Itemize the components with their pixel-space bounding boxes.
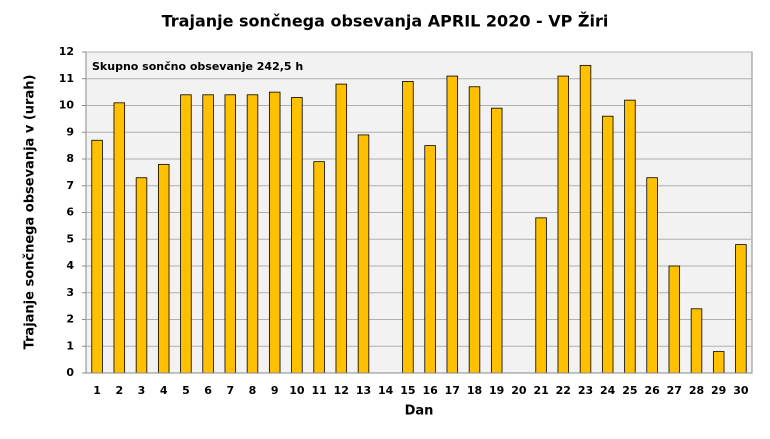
x-tick-label: 16 bbox=[422, 384, 438, 397]
bar bbox=[135, 177, 148, 374]
x-tick-label: 3 bbox=[138, 384, 146, 397]
bar bbox=[735, 244, 747, 374]
x-tick-label: 10 bbox=[289, 384, 305, 397]
bar bbox=[313, 161, 325, 374]
x-tick-label: 11 bbox=[311, 384, 326, 397]
bar bbox=[157, 163, 170, 374]
bar bbox=[646, 177, 658, 374]
y-axis-label: Trajanje sončnega obsevanja v (urah) bbox=[23, 75, 38, 350]
bar bbox=[180, 94, 192, 374]
x-tick-label: 6 bbox=[204, 384, 212, 397]
x-tick-label: 22 bbox=[556, 384, 571, 397]
bar bbox=[668, 265, 681, 374]
x-tick-label: 14 bbox=[378, 384, 394, 397]
x-tick-label: 7 bbox=[226, 384, 234, 397]
x-tick-label: 28 bbox=[689, 384, 704, 397]
x-tick-label: 24 bbox=[600, 384, 616, 397]
x-axis-label: Dan bbox=[405, 404, 434, 419]
y-tick-label: 10 bbox=[59, 99, 75, 112]
x-tick-label: 18 bbox=[467, 384, 482, 397]
x-tick-label: 23 bbox=[578, 384, 593, 397]
x-tick-label: 29 bbox=[711, 384, 726, 397]
x-tick-label: 21 bbox=[533, 384, 548, 397]
y-tick-label: 7 bbox=[66, 179, 74, 192]
y-tick-label: 11 bbox=[59, 72, 74, 85]
y-tick-label: 1 bbox=[66, 339, 74, 352]
bar bbox=[335, 83, 348, 374]
bar bbox=[402, 81, 414, 374]
bar bbox=[357, 134, 370, 374]
bar bbox=[224, 94, 237, 374]
bar bbox=[601, 115, 614, 374]
y-tick-label: 0 bbox=[66, 366, 74, 379]
y-tick-label: 8 bbox=[66, 152, 74, 165]
bar bbox=[690, 308, 703, 374]
bar bbox=[424, 145, 436, 374]
x-tick-label: 17 bbox=[445, 384, 460, 397]
bar bbox=[91, 139, 103, 374]
bar bbox=[712, 351, 725, 374]
bar bbox=[468, 86, 481, 374]
x-tick-label: 9 bbox=[271, 384, 279, 397]
x-tick-label: 26 bbox=[644, 384, 660, 397]
x-tick-label: 2 bbox=[115, 384, 123, 397]
bar bbox=[624, 99, 636, 374]
x-tick-label: 12 bbox=[334, 384, 349, 397]
bar bbox=[579, 64, 592, 374]
x-tick-label: 5 bbox=[182, 384, 190, 397]
bar bbox=[557, 75, 570, 374]
y-tick-label: 12 bbox=[59, 45, 74, 58]
x-tick-label: 20 bbox=[511, 384, 527, 397]
bar bbox=[202, 94, 214, 374]
x-tick-label: 25 bbox=[622, 384, 637, 397]
x-tick-label: 4 bbox=[160, 384, 168, 397]
y-tick-label: 9 bbox=[66, 125, 74, 138]
bar bbox=[268, 91, 281, 374]
chart-title: Trajanje sončnega obsevanja APRIL 2020 -… bbox=[162, 12, 609, 31]
bar bbox=[113, 102, 126, 374]
x-tick-label: 13 bbox=[356, 384, 371, 397]
y-tick-label: 5 bbox=[66, 232, 74, 245]
bar bbox=[446, 75, 459, 374]
y-tick-label: 6 bbox=[66, 206, 74, 219]
bar bbox=[490, 107, 503, 374]
y-tick-label: 3 bbox=[66, 286, 74, 299]
y-tick-label: 4 bbox=[66, 259, 74, 272]
bar bbox=[246, 94, 259, 374]
x-tick-label: 15 bbox=[400, 384, 415, 397]
annotation: Skupno sončno obsevanje 242,5 h bbox=[92, 60, 303, 73]
x-tick-label: 30 bbox=[733, 384, 749, 397]
bar bbox=[535, 217, 547, 374]
y-tick-label: 2 bbox=[66, 313, 74, 326]
x-tick-label: 8 bbox=[249, 384, 257, 397]
bar bbox=[291, 97, 303, 374]
x-tick-label: 1 bbox=[93, 384, 101, 397]
x-tick-label: 19 bbox=[489, 384, 504, 397]
x-tick-label: 27 bbox=[667, 384, 682, 397]
